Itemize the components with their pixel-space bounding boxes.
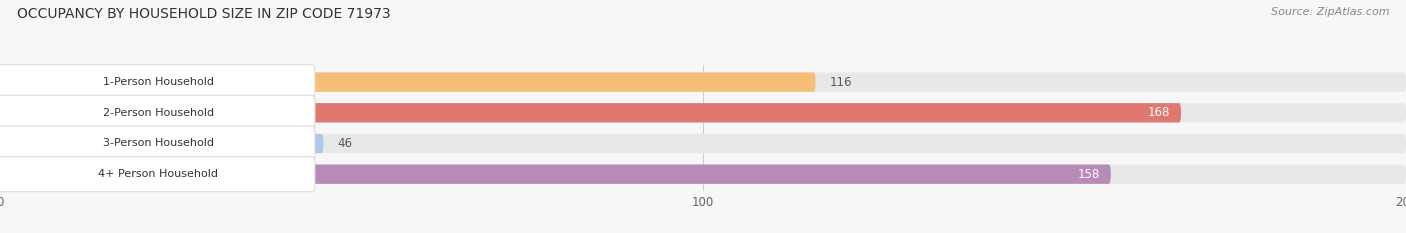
FancyBboxPatch shape: [0, 95, 315, 130]
Text: 1-Person Household: 1-Person Household: [103, 77, 214, 87]
FancyBboxPatch shape: [0, 72, 1406, 92]
Text: 2-Person Household: 2-Person Household: [103, 108, 214, 118]
FancyBboxPatch shape: [0, 134, 323, 153]
FancyBboxPatch shape: [0, 103, 1181, 123]
FancyBboxPatch shape: [0, 157, 315, 192]
Text: Source: ZipAtlas.com: Source: ZipAtlas.com: [1271, 7, 1389, 17]
Text: 116: 116: [830, 76, 852, 89]
FancyBboxPatch shape: [0, 103, 1406, 123]
Text: 4+ Person Household: 4+ Person Household: [98, 169, 218, 179]
Text: 46: 46: [337, 137, 353, 150]
FancyBboxPatch shape: [0, 126, 315, 161]
FancyBboxPatch shape: [0, 134, 1406, 153]
FancyBboxPatch shape: [0, 65, 315, 100]
FancyBboxPatch shape: [0, 72, 815, 92]
FancyBboxPatch shape: [0, 164, 1406, 184]
FancyBboxPatch shape: [0, 164, 1111, 184]
Text: 158: 158: [1078, 168, 1099, 181]
Text: 168: 168: [1149, 106, 1171, 119]
Text: OCCUPANCY BY HOUSEHOLD SIZE IN ZIP CODE 71973: OCCUPANCY BY HOUSEHOLD SIZE IN ZIP CODE …: [17, 7, 391, 21]
Text: 3-Person Household: 3-Person Household: [103, 138, 214, 148]
